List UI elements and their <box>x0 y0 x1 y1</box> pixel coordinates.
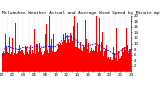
Text: Milwaukee Weather Actual and Average Wind Speed by Minute mph (Last 24 Hours): Milwaukee Weather Actual and Average Win… <box>2 11 160 15</box>
